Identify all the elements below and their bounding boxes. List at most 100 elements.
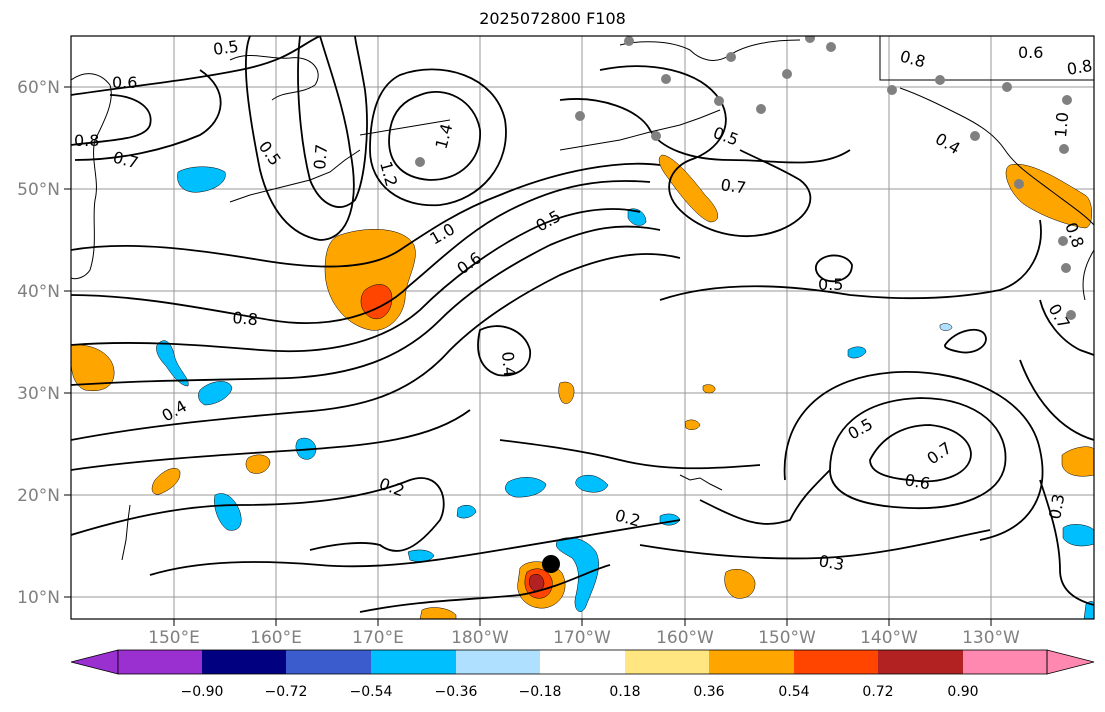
contour-label: 0.2: [613, 506, 643, 531]
contour-label: 0.8: [898, 47, 928, 72]
negative-area: [847, 346, 867, 359]
lon-label: 160°W: [656, 628, 714, 648]
contour-label: 0.8: [1065, 56, 1093, 79]
contour-label: 1.2: [376, 159, 401, 189]
station-dot: [805, 36, 815, 43]
colorbar-segment: [286, 650, 371, 674]
station-dot: [1061, 263, 1071, 273]
contour-label: 0.3: [1045, 492, 1068, 520]
station-dot: [1059, 144, 1069, 154]
contour-label: 0.4: [932, 129, 964, 158]
lon-label: 130°W: [962, 628, 1020, 648]
station-dot: [1002, 82, 1012, 92]
colorbar-segment: [878, 650, 963, 674]
station-dot: [415, 157, 425, 167]
station-dot: [1062, 95, 1072, 105]
colorbar-tick: −0.54: [350, 684, 393, 700]
contour-label: 0.6: [112, 73, 137, 92]
station-dot: [756, 104, 766, 114]
colorbar: −0.90 −0.72 −0.54 −0.36 −0.18 0.18 0.36 …: [70, 649, 1095, 700]
station-dot: [624, 36, 634, 46]
contour-label: 0.5: [845, 414, 877, 443]
colorbar-segment: [202, 650, 286, 674]
contours: [71, 36, 1094, 613]
station-dot: [970, 131, 980, 141]
contour-label: 0.5: [212, 37, 240, 59]
contour-label: 1.4: [432, 122, 457, 152]
contour-label: 1.0: [427, 219, 459, 248]
station-dot: [1014, 179, 1024, 189]
lon-label: 170°E: [352, 628, 404, 648]
contour-label: 0.7: [310, 143, 331, 170]
contour-label: 0.3: [817, 551, 845, 574]
positive-area: [360, 284, 393, 320]
station-dot: [1058, 236, 1068, 246]
positive-area: [558, 381, 575, 404]
positive-area: [419, 607, 457, 619]
lat-label: 40°N: [17, 282, 60, 302]
negative-area: [198, 381, 233, 406]
contour-label: 0.2: [377, 474, 407, 501]
station-dot: [575, 111, 585, 121]
contour-label: 0.7: [111, 148, 141, 173]
negative-area: [407, 549, 435, 562]
colorbar-segment: [709, 650, 794, 674]
colorbar-tick: 0.18: [609, 684, 640, 700]
positive-area: [151, 468, 181, 495]
station-dot: [826, 42, 836, 52]
lat-label: 30°N: [17, 384, 60, 404]
colorbar-segment: [118, 650, 202, 674]
colorbar-tick: 0.72: [862, 684, 893, 700]
graticule: [71, 36, 1094, 619]
positive-area: [71, 344, 115, 391]
colorbar-tick: −0.18: [519, 684, 562, 700]
positive-area: [702, 384, 716, 394]
positive-area: [684, 419, 701, 430]
colorbar-tick: −0.90: [181, 684, 224, 700]
longitude-axis: 150°E 160°E 170°E 180°W 170°W 160°W 150°…: [148, 619, 1020, 648]
station-dot: [714, 96, 724, 106]
colorbar-tick: 0.36: [693, 684, 724, 700]
negative-area: [575, 474, 609, 493]
lat-label: 20°N: [17, 486, 60, 506]
colorbar-segment: [540, 650, 625, 674]
contour-label: 0.7: [719, 175, 747, 197]
map-title: 2025072800 F108: [479, 9, 626, 28]
negative-area: [939, 323, 953, 331]
positive-area: [245, 454, 271, 474]
station-dot: [887, 85, 897, 95]
positive-area: [529, 574, 545, 592]
negative-area: [505, 477, 547, 498]
negative-area: [456, 504, 477, 519]
colorbar-segment: [963, 650, 1047, 674]
lon-label: 150°W: [758, 628, 816, 648]
contour-label: 0.8: [232, 308, 259, 329]
colorbar-segment: [371, 650, 456, 674]
positive-area: [724, 569, 756, 599]
contour-label: 0.7: [923, 438, 955, 468]
negative-area: [156, 340, 189, 387]
contour-label: 0.6: [1018, 43, 1043, 62]
station-dot: [1066, 310, 1076, 320]
contour-label: 0.4: [498, 351, 519, 378]
lat-label: 50°N: [17, 180, 60, 200]
station-dots: [415, 36, 1076, 320]
contour-label: 0.5: [818, 275, 843, 294]
colorbar-extend-low: [70, 649, 119, 675]
contour-label: 0.5: [533, 206, 565, 235]
lon-label: 170°W: [553, 628, 611, 648]
lat-label: 60°N: [17, 78, 60, 98]
negative-area: [177, 166, 226, 193]
contour-label: 0.8: [74, 131, 99, 150]
lon-label: 140°W: [860, 628, 918, 648]
station-dot: [661, 74, 671, 84]
positive-area: [1005, 163, 1092, 229]
negative-area: [1062, 524, 1094, 547]
station-dot: [726, 52, 736, 62]
contour-label: 0.4: [159, 396, 191, 425]
colorbar-segment: [625, 650, 709, 674]
colorbar-extend-high: [1046, 649, 1095, 675]
negative-area: [627, 208, 647, 226]
negative-area: [556, 537, 599, 612]
